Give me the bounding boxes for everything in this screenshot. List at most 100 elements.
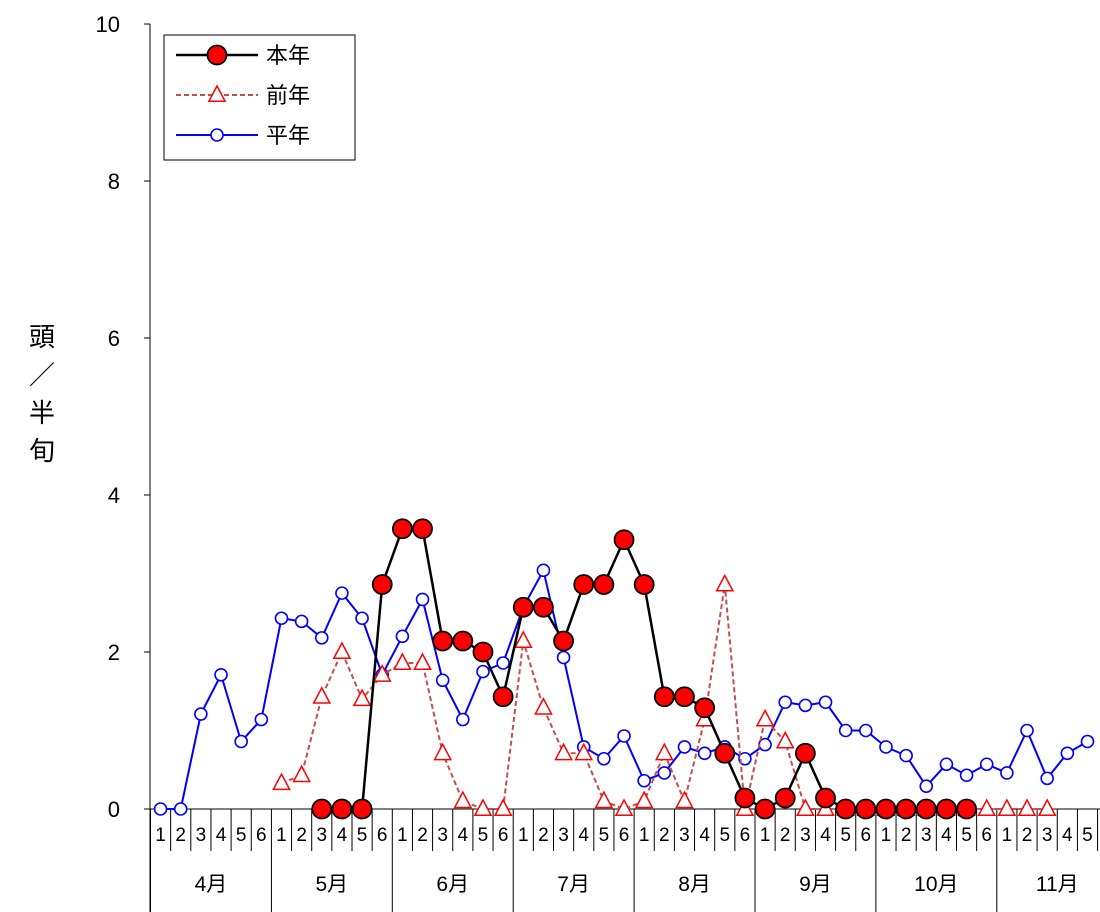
data-point: [637, 773, 651, 788]
x-period-label: 4: [941, 825, 952, 846]
x-period-label: 6: [619, 825, 630, 846]
legend-label: 平年: [266, 123, 310, 148]
data-point: [838, 723, 853, 738]
data-point: [554, 742, 573, 761]
data-point: [453, 790, 473, 809]
x-period-label: 1: [518, 825, 529, 846]
data-point: [493, 798, 513, 817]
x-period-label: 6: [256, 825, 267, 846]
data-point: [413, 652, 432, 671]
data-point: [432, 630, 454, 652]
data-point: [1000, 766, 1014, 780]
x-period-label: 4: [820, 825, 831, 846]
x-period-label: 1: [155, 825, 166, 846]
x-month-label: 9月: [799, 873, 832, 896]
x-period-label: 2: [296, 825, 307, 846]
x-period-label: 6: [377, 825, 388, 846]
data-point: [653, 686, 675, 708]
data-point: [939, 757, 954, 772]
data-point: [371, 574, 393, 595]
legend-marker: [206, 44, 228, 66]
data-point: [633, 574, 655, 595]
y-tick-label: 8: [108, 169, 120, 194]
data-point: [391, 518, 413, 540]
y-tick-label: 6: [108, 326, 120, 351]
x-period-label: 5: [478, 825, 489, 846]
data-point: [372, 664, 392, 682]
data-point: [395, 629, 410, 644]
data-point: [654, 742, 674, 761]
data-point: [332, 641, 352, 660]
x-period-label: 1: [276, 825, 287, 846]
data-point: [294, 614, 309, 629]
data-point: [452, 630, 474, 652]
data-point: [311, 798, 333, 820]
x-period-label: 5: [961, 825, 972, 846]
data-point: [774, 787, 796, 809]
data-point: [351, 798, 373, 820]
data-point: [254, 712, 269, 727]
data-point: [573, 574, 595, 595]
legend-label: 前年: [266, 83, 310, 108]
x-period-label: 3: [1042, 825, 1053, 846]
data-point: [754, 798, 776, 820]
data-point: [657, 766, 672, 780]
data-point: [855, 798, 877, 820]
data-point: [553, 630, 574, 652]
data-point: [674, 686, 695, 708]
x-period-label: 1: [397, 825, 408, 846]
data-point: [574, 742, 594, 761]
x-month-label: 6月: [436, 873, 469, 896]
data-point: [1060, 746, 1075, 761]
data-point: [738, 751, 752, 766]
data-point: [492, 686, 514, 708]
data-point: [513, 630, 533, 649]
x-month-label: 5月: [316, 873, 349, 896]
data-point: [956, 798, 977, 820]
data-point: [435, 673, 450, 688]
data-point: [755, 708, 775, 727]
data-point: [875, 798, 897, 820]
data-point: [979, 757, 994, 772]
data-point: [456, 712, 470, 727]
data-point: [675, 790, 694, 809]
data-point: [613, 529, 635, 551]
data-point: [556, 650, 571, 665]
x-period-label: 5: [599, 825, 610, 846]
data-point: [815, 787, 836, 809]
data-point: [614, 798, 634, 817]
y-tick-label: 10: [96, 12, 120, 37]
data-point: [355, 611, 369, 626]
data-point: [694, 697, 716, 719]
data-point: [214, 667, 228, 682]
data-point: [1040, 771, 1054, 786]
data-point: [393, 652, 412, 671]
x-period-label: 3: [800, 825, 811, 846]
x-month-label: 11月: [1036, 873, 1079, 896]
x-period-label: 3: [921, 825, 932, 846]
data-point: [533, 596, 554, 618]
y-axis-label-char: 半: [28, 398, 55, 428]
data-point: [617, 729, 631, 743]
data-point: [352, 688, 372, 707]
data-point: [798, 698, 813, 713]
x-period-label: 3: [558, 825, 569, 846]
data-point: [536, 563, 551, 578]
data-point: [1080, 734, 1095, 749]
data-point: [433, 742, 453, 761]
x-month-label: 10月: [914, 873, 958, 896]
data-point: [234, 734, 248, 749]
data-point: [272, 772, 291, 791]
x-period-label: 5: [840, 825, 851, 846]
x-period-label: 3: [679, 825, 690, 846]
data-point: [472, 641, 494, 663]
data-point: [473, 798, 493, 817]
data-point: [714, 742, 736, 764]
data-point: [153, 802, 168, 816]
data-point: [331, 798, 353, 820]
data-point: [997, 798, 1017, 817]
x-month-label: 7月: [557, 873, 590, 896]
x-period-label: 6: [981, 825, 992, 846]
x-period-label: 2: [659, 825, 670, 846]
